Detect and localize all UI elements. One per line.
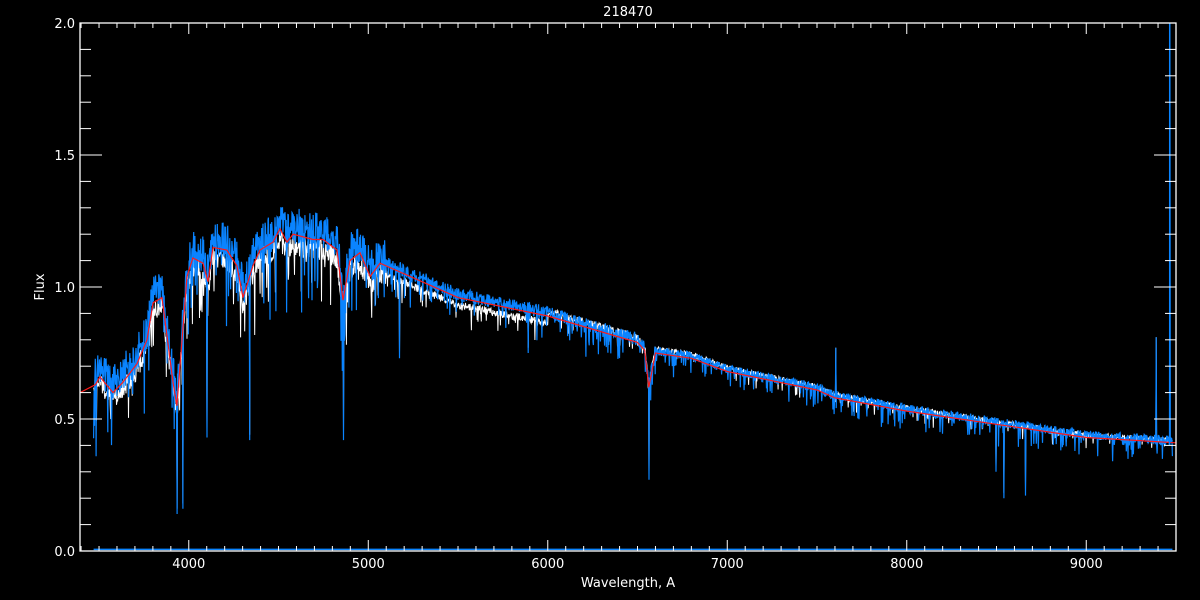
x-tick-label: 6000 <box>531 557 564 572</box>
x-tick-label: 5000 <box>352 557 385 572</box>
x-tick-label: 4000 <box>172 557 205 572</box>
x-axis-label: Wavelength, A <box>581 576 675 591</box>
x-tick-label: 8000 <box>890 557 923 572</box>
x-tick-label: 9000 <box>1070 557 1103 572</box>
y-tick-label: 0.0 <box>54 545 75 560</box>
axes: 4000 5000 6000 7000 8000 9000 0.0 0.5 1.0 1.5 2.0 <box>54 17 1177 572</box>
y-tick-label: 2.0 <box>54 17 75 32</box>
x-tick-label: 7000 <box>711 557 744 572</box>
series-smoothed <box>79 227 1177 444</box>
y-axis-label: Flux <box>33 273 48 300</box>
chart-title: 218470 <box>603 5 653 20</box>
series-observed <box>93 230 1173 509</box>
y-tick-label: 1.0 <box>54 281 75 296</box>
y-tick-label: 0.5 <box>54 413 75 428</box>
plot-area <box>79 22 1177 551</box>
y-tick-label: 1.5 <box>54 149 75 164</box>
